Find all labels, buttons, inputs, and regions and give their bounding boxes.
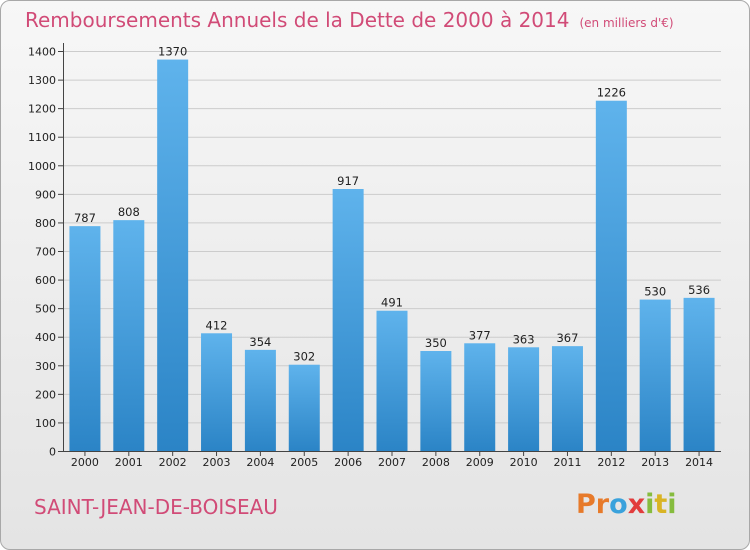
- bar-2009: [464, 343, 496, 451]
- y-tick-label: 1300: [28, 74, 56, 87]
- bar-2001: [113, 220, 145, 451]
- x-tick-label-2006: 2006: [334, 456, 362, 469]
- x-tick-label-2010: 2010: [510, 456, 538, 469]
- value-label-2007: 491: [381, 296, 403, 310]
- y-tick-label: 1400: [28, 46, 56, 59]
- logo-letter: P: [576, 489, 596, 520]
- logo-letter: x: [627, 489, 646, 520]
- x-tick-label-2000: 2000: [71, 456, 99, 469]
- bar-2000: [69, 226, 101, 451]
- logo-letter: i: [645, 489, 655, 520]
- value-label-2001: 808: [118, 205, 140, 219]
- value-label-2006: 917: [337, 174, 359, 188]
- value-label-2013: 530: [644, 285, 666, 299]
- value-label-2004: 354: [249, 335, 271, 349]
- value-label-2008: 350: [425, 336, 447, 350]
- bar-2007: [376, 310, 408, 451]
- y-tick-label: 800: [35, 217, 56, 230]
- value-label-2010: 363: [513, 332, 535, 346]
- x-tick-label-2008: 2008: [422, 456, 450, 469]
- y-tick-label: 300: [35, 360, 56, 373]
- value-label-2011: 367: [556, 331, 578, 345]
- x-tick-label-2009: 2009: [466, 456, 494, 469]
- x-tick-label-2005: 2005: [290, 456, 318, 469]
- x-tick-label-2013: 2013: [641, 456, 669, 469]
- x-tick-label-2003: 2003: [203, 456, 231, 469]
- x-tick-label-2011: 2011: [553, 456, 581, 469]
- logo-letter: t: [654, 489, 668, 520]
- bar-2011: [551, 346, 583, 451]
- city-name: SAINT-JEAN-DE-BOISEAU: [34, 495, 278, 519]
- logo-letter: r: [595, 489, 610, 520]
- bar-2008: [420, 351, 452, 451]
- bar-2013: [639, 299, 671, 451]
- bar-2005: [288, 364, 320, 451]
- chart-title: Remboursements Annuels de la Dette de 20…: [25, 8, 674, 32]
- y-tick-label: 1200: [28, 103, 56, 116]
- bar-2012: [595, 100, 627, 451]
- y-tick-label: 500: [35, 303, 56, 316]
- y-tick-label: 200: [35, 388, 56, 401]
- bar-2002: [157, 59, 189, 451]
- x-tick-label-2007: 2007: [378, 456, 406, 469]
- y-tick-label: 600: [35, 274, 56, 287]
- bar-2003: [201, 333, 233, 451]
- x-tick-label-2004: 2004: [246, 456, 274, 469]
- logo-letter: i: [667, 489, 677, 520]
- x-tick-label-2002: 2002: [159, 456, 187, 469]
- bar-2014: [683, 297, 715, 451]
- y-tick-label: 0: [49, 446, 56, 459]
- logo-letter: o: [609, 489, 628, 520]
- value-label-2002: 1370: [158, 45, 187, 59]
- x-tick-label-2012: 2012: [597, 456, 625, 469]
- y-tick-label: 100: [35, 417, 56, 430]
- x-tick-label-2014: 2014: [685, 456, 713, 469]
- value-label-2012: 1226: [597, 86, 626, 100]
- value-label-2000: 787: [74, 211, 96, 225]
- y-tick-label: 900: [35, 188, 56, 201]
- value-label-2009: 377: [469, 328, 491, 342]
- bar-2006: [332, 189, 364, 451]
- x-tick-label-2001: 2001: [115, 456, 143, 469]
- bar-2004: [244, 349, 276, 451]
- y-tick-label: 1100: [28, 131, 56, 144]
- y-tick-label: 700: [35, 246, 56, 259]
- y-tick-label: 1000: [28, 160, 56, 173]
- value-label-2014: 536: [688, 283, 710, 297]
- bar-2010: [508, 347, 540, 451]
- value-label-2005: 302: [293, 350, 315, 364]
- proxiti-logo: Proxiti: [576, 489, 677, 520]
- chart-title-text: Remboursements Annuels de la Dette de 20…: [25, 8, 570, 32]
- value-label-2003: 412: [206, 318, 228, 332]
- chart-subtitle: (en milliers d'€): [579, 16, 674, 30]
- y-tick-label: 400: [35, 331, 56, 344]
